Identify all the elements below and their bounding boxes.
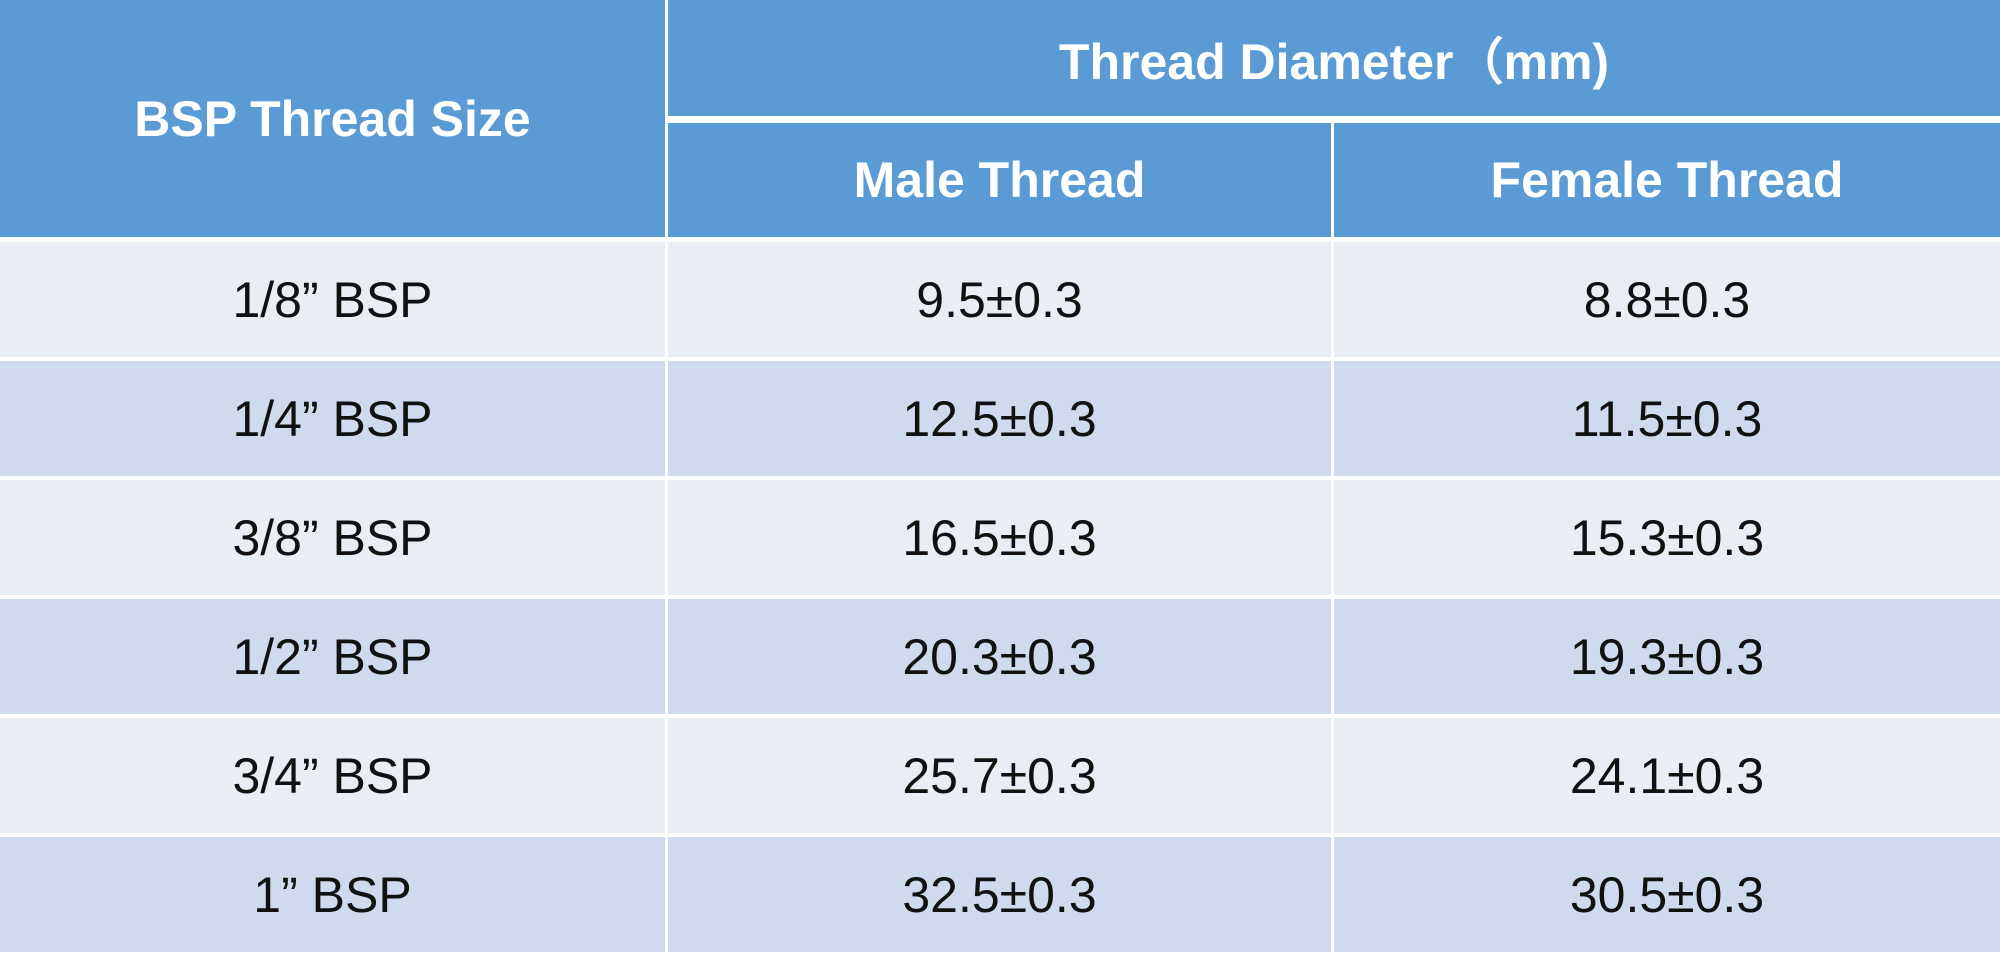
table-cell: 3/8” BSP (0, 480, 665, 595)
table-cell: 1” BSP (0, 837, 665, 952)
header-cell: Thread Diameter（mm) (668, 0, 2000, 116)
table-cell: 1/4” BSP (0, 361, 665, 476)
table-cell: 20.3±0.3 (668, 599, 1331, 714)
table-cell: 8.8±0.3 (1334, 242, 2000, 357)
table-cell: 11.5±0.3 (1334, 361, 2000, 476)
table-cell: 16.5±0.3 (668, 480, 1331, 595)
table-cell: 19.3±0.3 (1334, 599, 2000, 714)
table-cell: 15.3±0.3 (1334, 480, 2000, 595)
table-cell: 24.1±0.3 (1334, 718, 2000, 833)
header-cell: Female Thread (1334, 123, 2000, 237)
table-cell: 12.5±0.3 (668, 361, 1331, 476)
table-cell: 3/4” BSP (0, 718, 665, 833)
header-cell: BSP Thread Size (0, 0, 665, 237)
header-cell: Male Thread (668, 123, 1331, 237)
table-cell: 1/8” BSP (0, 242, 665, 357)
table-cell: 25.7±0.3 (668, 718, 1331, 833)
table-cell: 1/2” BSP (0, 599, 665, 714)
table-cell: 32.5±0.3 (668, 837, 1331, 952)
table-cell: 30.5±0.3 (1334, 837, 2000, 952)
table-cell: 9.5±0.3 (668, 242, 1331, 357)
